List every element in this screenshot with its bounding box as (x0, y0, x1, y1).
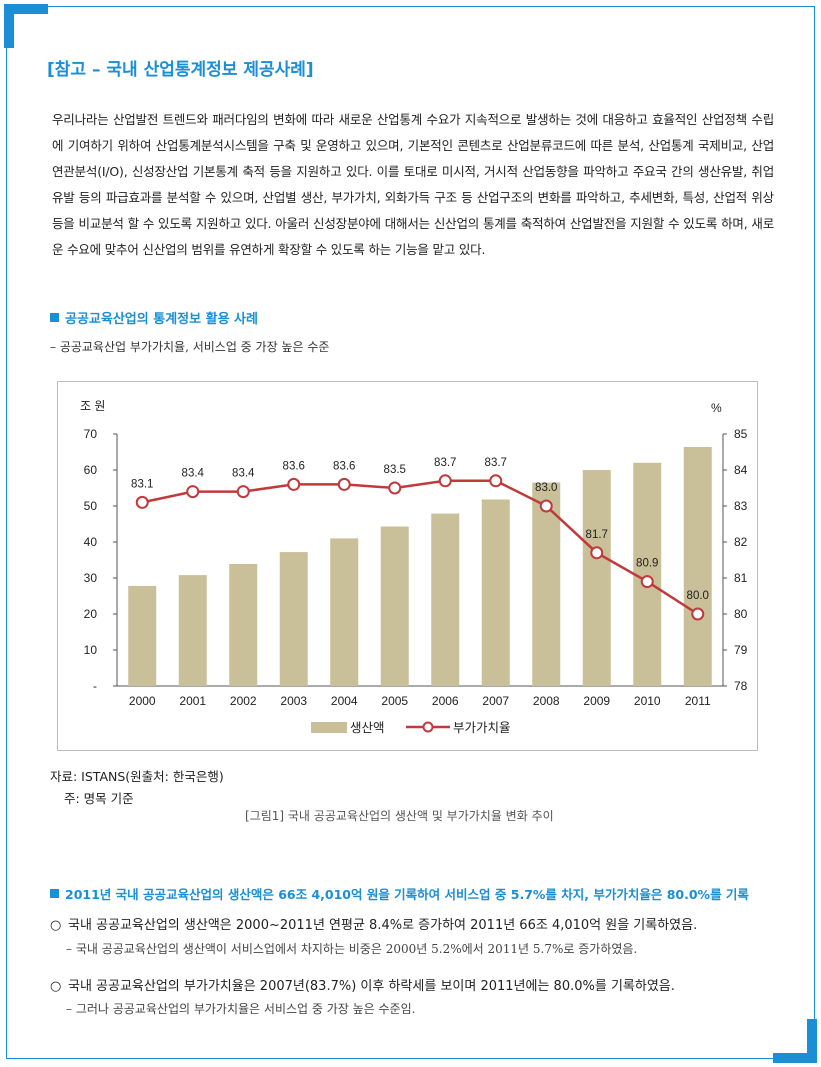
x-tick-label: 2006 (432, 694, 459, 708)
corner-decoration-bottom-right (773, 1019, 817, 1063)
bar (330, 538, 359, 686)
right-tick-label: 84 (734, 463, 748, 477)
right-tick-label: 79 (734, 643, 748, 657)
page-title: [참고 – 국내 산업통계정보 제공사례] (47, 60, 314, 80)
data-label: 80.9 (636, 558, 658, 570)
line-marker (539, 499, 553, 513)
data-label: 83.5 (384, 464, 406, 476)
line-marker (388, 481, 402, 495)
x-tick-label: 2010 (634, 694, 661, 708)
x-tick-label: 2007 (482, 694, 509, 708)
x-tick-label: 2001 (179, 694, 206, 708)
left-tick-label: 60 (84, 463, 98, 477)
x-tick-label: 2003 (280, 694, 307, 708)
line-marker (337, 477, 351, 491)
bar (532, 482, 561, 686)
legend-bar-swatch (311, 722, 347, 733)
right-tick-label: 83 (734, 499, 748, 513)
legend-label: 부가가치율 (453, 721, 511, 735)
bullet-item: ○ 국내 공공교육산업의 부가가치율은 2007년(83.7%) 이후 하락세를 … (50, 975, 780, 994)
line-marker (691, 607, 705, 621)
legend-label: 생산액 (350, 721, 385, 735)
figure-caption: [그림1] 국내 공공교육산업의 생산액 및 부가가치율 변화 추이 (245, 809, 554, 823)
x-tick-label: 2008 (533, 694, 560, 708)
right-tick-label: 78 (734, 679, 748, 693)
x-tick-label: 2000 (129, 694, 156, 708)
right-tick-label: 81 (734, 571, 748, 585)
data-label: 81.7 (586, 529, 608, 541)
data-label: 83.1 (131, 478, 153, 490)
bullet-item: ○ 국내 공공교육산업의 생산액은 2000~2011년 연평균 8.4%로 증가… (50, 914, 780, 933)
bullet-text: 국내 공공교육산업의 생산액은 2000~2011년 연평균 8.4%로 증가하… (68, 918, 698, 933)
intro-paragraph: 우리나라는 산업발전 트렌드와 패러다임의 변화에 따라 새로운 산업통계 수요… (52, 112, 774, 257)
x-tick-label: 2011 (685, 694, 711, 708)
bar (279, 552, 308, 686)
left-tick-label: 20 (84, 607, 98, 621)
source-note: 자료: ISTANS(원출처: 한국은행) (50, 769, 224, 784)
data-label: 83.6 (333, 460, 355, 472)
legend-line-marker (422, 721, 434, 733)
basis-note: 주: 명목 기준 (64, 791, 134, 806)
chart-container: 70 60 50 40 30 20 10- 조 원 85 84 83 82 81 80 79 78% 2000 2… (57, 381, 758, 751)
data-label: 83.4 (232, 468, 255, 480)
right-axis-unit: % (711, 401, 722, 415)
bar (431, 513, 460, 686)
section-heading-2-text: 2011년 국내 공공교육산업의 생산액은 66조 4,010억 원을 기록하여… (65, 887, 749, 902)
left-tick-label: 10 (84, 643, 98, 657)
data-label: 83.7 (485, 457, 507, 469)
line-marker (236, 485, 250, 499)
square-bullet-icon (50, 313, 59, 322)
data-label: 83.4 (182, 468, 205, 480)
left-tick-label: - (93, 679, 97, 693)
left-tick-label: 70 (84, 427, 98, 441)
data-label: 83.6 (283, 460, 305, 472)
corner-decoration-top-left (4, 4, 48, 48)
page-frame (6, 6, 815, 1059)
x-tick-label: 2009 (583, 694, 610, 708)
bar (380, 526, 409, 686)
right-tick-label: 82 (734, 535, 748, 549)
section-heading-1-text: 공공교육산업의 통계정보 활용 사례 (65, 312, 258, 327)
section-subheading: – 공공교육산업 부가가치율, 서비스업 중 가장 높은 수준 (50, 340, 330, 354)
bar (633, 462, 662, 686)
line-series (141, 479, 699, 616)
circle-bullet-icon: ○ (50, 918, 62, 933)
line-marker (438, 474, 452, 488)
line-marker (186, 485, 200, 499)
x-tick-label: 2005 (381, 694, 408, 708)
bar (683, 446, 712, 686)
right-tick-label: 85 (734, 427, 748, 441)
section-heading-1: 공공교육산업의 통계정보 활용 사례 (50, 308, 258, 327)
line-marker (135, 495, 149, 509)
x-tick-label: 2004 (331, 694, 358, 708)
right-tick-label: 80 (734, 607, 748, 621)
x-tick-label: 2002 (230, 694, 257, 708)
bar (481, 499, 510, 686)
bar (128, 585, 157, 686)
left-tick-label: 50 (84, 499, 98, 513)
left-tick-label: 40 (84, 535, 98, 549)
square-bullet-icon (50, 889, 59, 898)
bar (582, 470, 611, 686)
bullet-subtext: – 국내 공공교육산업의 생산액이 서비스업에서 차지하는 비중은 2000년 … (66, 942, 638, 956)
section-heading-2: 2011년 국내 공공교육산업의 생산액은 66조 4,010억 원을 기록하여… (50, 884, 749, 903)
data-label: 83.0 (535, 482, 557, 494)
left-tick-label: 30 (84, 571, 98, 585)
data-label: 83.7 (434, 457, 456, 469)
bar (229, 563, 258, 686)
line-marker (287, 477, 301, 491)
line-marker (489, 474, 503, 488)
left-axis-unit: 조 원 (80, 399, 105, 413)
bar (178, 575, 207, 686)
line-marker (640, 575, 654, 589)
bullet-text: 국내 공공교육산업의 부가가치율은 2007년(83.7%) 이후 하락세를 보… (68, 979, 675, 994)
circle-bullet-icon: ○ (50, 979, 62, 994)
bullet-subtext: – 그러나 공공교육산업의 부가가치율은 서비스업 중 가장 높은 수준임. (66, 1002, 416, 1016)
line-marker (590, 546, 604, 560)
data-label: 80.0 (687, 590, 709, 602)
